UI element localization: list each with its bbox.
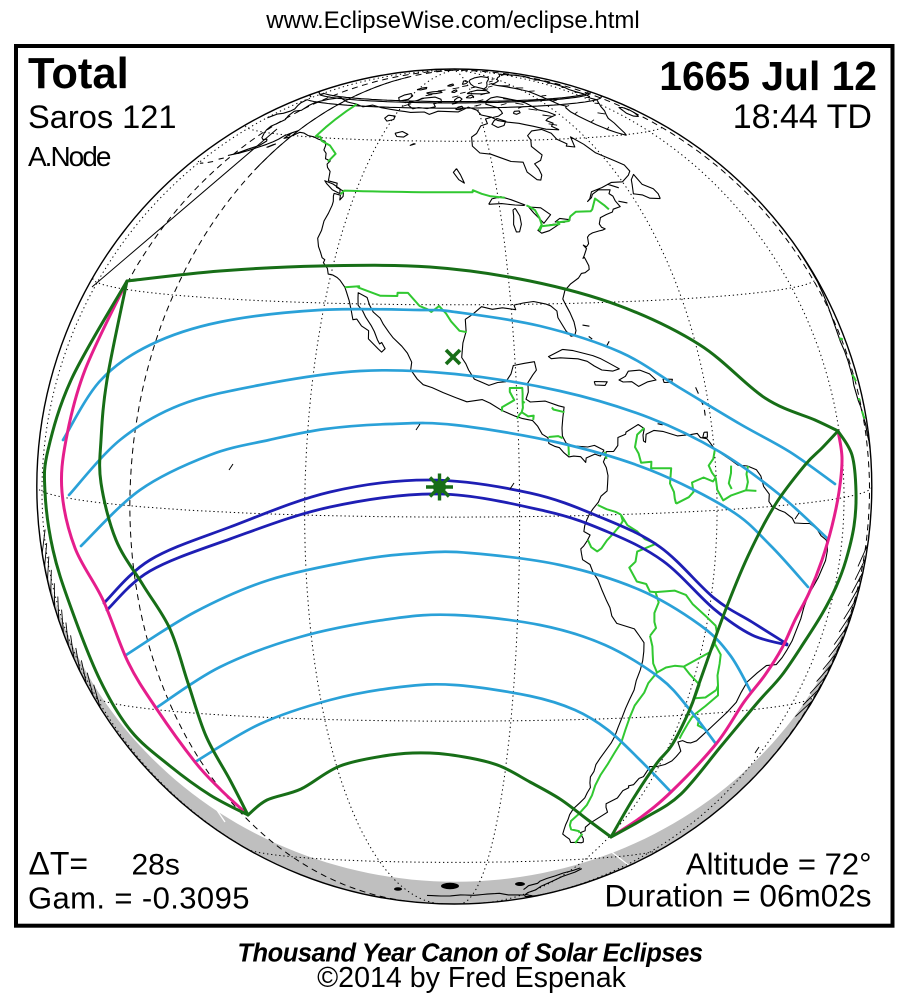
svg-text:A.Node: A.Node — [28, 141, 111, 172]
svg-text:18:44 TD: 18:44 TD — [733, 98, 872, 136]
svg-text:Saros 121: Saros 121 — [28, 98, 177, 135]
svg-text:Duration = 06m02s: Duration = 06m02s — [604, 878, 871, 914]
svg-text:Thousand Year Canon of Solar E: Thousand Year Canon of Solar Eclipses — [237, 940, 702, 968]
svg-text:©2014 by Fred Espenak: ©2014 by Fred Espenak — [317, 962, 626, 994]
svg-text:ΔT=: ΔT= — [29, 846, 89, 882]
svg-text:Altitude = 72°: Altitude = 72° — [686, 846, 872, 881]
svg-text:Total: Total — [28, 50, 129, 98]
svg-text:28s: 28s — [132, 849, 180, 882]
svg-text:1665 Jul 12: 1665 Jul 12 — [659, 53, 877, 99]
svg-text:www.EclipseWise.com/eclipse.ht: www.EclipseWise.com/eclipse.html — [265, 7, 639, 34]
svg-text:Gam. = -0.3095: Gam. = -0.3095 — [28, 881, 250, 916]
